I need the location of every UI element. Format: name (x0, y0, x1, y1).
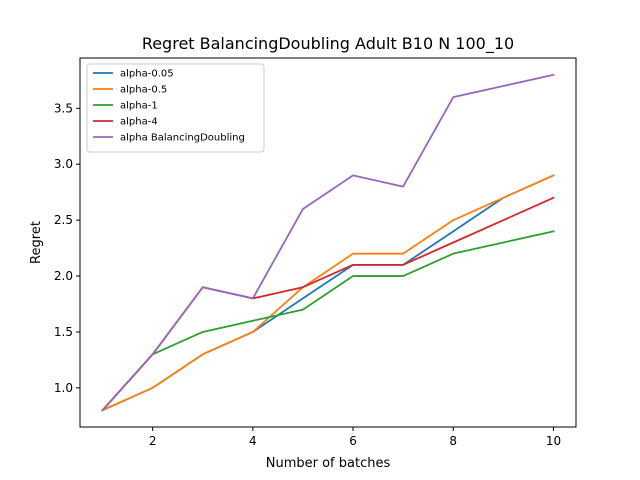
legend-label: alpha-4 (120, 117, 158, 128)
legend-label: alpha BalancingDoubling (120, 133, 245, 144)
legend: alpha-0.05 alpha-0.5 alpha-1 alpha-4 alpha B… (86, 63, 265, 153)
x-tick-label: 4 (249, 434, 257, 448)
series-lines (101, 73, 555, 412)
legend-label: alpha-1 (120, 101, 158, 112)
y-axis-label: Regret (29, 221, 44, 264)
y-tick-label: 1.0 (54, 381, 73, 395)
y-tick-label: 3.5 (54, 101, 73, 115)
y-tick-label: 2.5 (54, 213, 73, 227)
x-tick-label: 6 (349, 434, 357, 448)
legend-box (86, 63, 265, 153)
series-line-alpha-0-5 (101, 174, 555, 412)
y-tick-label: 3.0 (54, 157, 73, 171)
x-axis-ticks: 2 4 6 8 10 (149, 427, 561, 448)
chart-title: Regret BalancingDoubling Adult B10 N 100… (142, 34, 514, 54)
y-axis-ticks: 1.0 1.5 2.0 2.5 3.0 3.5 (54, 101, 80, 395)
series-line-alpha-1 (101, 230, 555, 412)
legend-label: alpha-0.5 (120, 85, 167, 96)
x-tick-label: 2 (149, 434, 157, 448)
y-tick-label: 2.0 (54, 269, 73, 283)
y-tick-label: 1.5 (54, 325, 73, 339)
x-tick-label: 8 (449, 434, 457, 448)
series-line-alpha-balancingdoubling (101, 73, 555, 412)
x-axis-label: Number of batches (266, 456, 391, 471)
legend-label: alpha-0.05 (120, 69, 174, 80)
axes-frame (79, 57, 577, 428)
x-tick-label: 10 (546, 434, 561, 448)
